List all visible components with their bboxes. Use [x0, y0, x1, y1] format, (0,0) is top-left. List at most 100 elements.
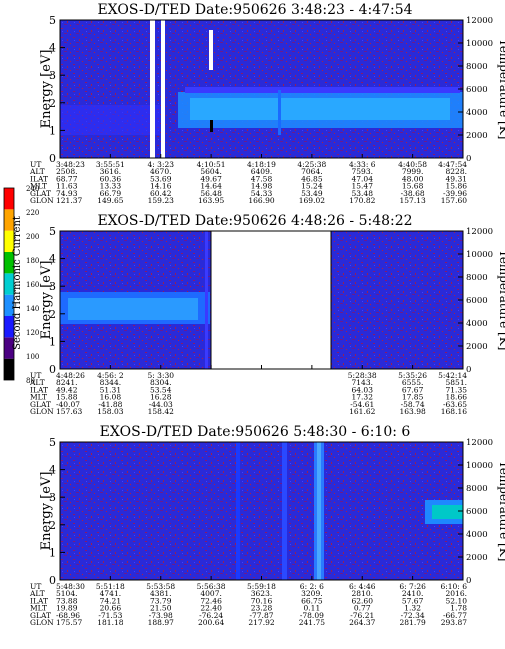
orbit-row-label: ILAT: [30, 174, 48, 183]
orbit-cell: -78.09: [300, 611, 324, 620]
orbit-cell: 14.64: [200, 182, 222, 191]
y2-tick-label: 6000: [466, 507, 488, 517]
orbit-cell: 66.79: [100, 189, 122, 198]
orbit-cell: 5: 3:30: [147, 371, 174, 380]
orbit-cell: 64.03: [352, 385, 374, 394]
orbit-cell: 163.98: [400, 407, 426, 416]
orbit-row-label: MLT: [30, 182, 47, 191]
orbit-cell: 17.85: [402, 393, 424, 402]
y2-tick-label: 10000: [466, 250, 493, 260]
colorbar-swatch: [4, 209, 14, 231]
y2-tick-label: 10000: [466, 39, 493, 49]
orbit-cell: 7143.: [352, 378, 373, 387]
orbit-cell: 7593.: [352, 167, 373, 176]
orbit-cell: 16.28: [150, 393, 172, 402]
orbit-cell: 5:48:30: [56, 582, 85, 591]
y-tick-label: 3: [49, 69, 56, 82]
y2-tick-label: 8000: [466, 273, 488, 283]
y2-tick-label: 0: [466, 365, 471, 375]
orbit-cell: -66.77: [443, 611, 467, 620]
orbit-cell: -63.65: [443, 400, 467, 409]
orbit-cell: 74.93: [56, 189, 78, 198]
y-tick-label: 1: [49, 124, 56, 137]
orbit-cell: 20.66: [100, 604, 122, 613]
orbit-cell: 5:35:26: [398, 371, 427, 380]
orbit-row-label: ILAT: [30, 596, 48, 605]
colorbar-swatch: [4, 230, 14, 252]
y2-tick-label: 4000: [466, 530, 488, 540]
orbit-cell: 4:33: 6: [349, 160, 376, 169]
y2-tick-label: 12000: [466, 438, 493, 448]
orbit-row-label: GLAT: [30, 611, 51, 620]
spectrogram-features: [236, 442, 463, 580]
orbit-cell: -41.88: [98, 400, 122, 409]
orbit-cell: 11.63: [56, 182, 78, 191]
orbit-cell: 74.21: [100, 596, 121, 605]
orbit-cell: -71.53: [98, 611, 122, 620]
y-axis-label: Energy [eV]: [39, 472, 54, 551]
orbit-cell: -44.03: [149, 400, 173, 409]
orbit-row-label: GLON: [30, 196, 54, 205]
y2-tick-label: 4000: [466, 319, 488, 329]
colorbar: 80 100 120 140 160 180 200 220 240 Second Harmon…: [3, 185, 39, 385]
y-tick-label: 1: [49, 335, 56, 348]
orbit-cell: 6:10: 6: [440, 582, 467, 591]
orbit-cell: 14.98: [251, 182, 273, 191]
orbit-cell: 52.10: [446, 596, 468, 605]
colorbar-swatch: [4, 252, 14, 274]
orbit-cell: 4:40:58: [398, 160, 427, 169]
orbit-row-label: ALT: [29, 378, 45, 387]
orbit-row-label: MLT: [30, 393, 47, 402]
orbit-cell: 175.57: [56, 618, 82, 627]
orbit-cell: 4007.: [200, 589, 221, 598]
colorbar-swatch: [4, 358, 14, 380]
y-tick-label: 3: [49, 280, 56, 293]
y-tick-label: 4: [49, 253, 56, 266]
orbit-row-label: UT: [30, 582, 41, 591]
spectrogram-panel-2: EXOS-D/TED Date:950626 4:48:26 - 5:48:22…: [29, 213, 505, 416]
y2-tick-label: 8000: [466, 484, 488, 494]
orbit-cell: 0.77: [354, 604, 371, 613]
orbit-cell: 54.33: [251, 189, 273, 198]
y-tick-label: 5: [49, 14, 56, 27]
orbit-cell: 72.46: [200, 596, 222, 605]
orbit-cell: 60.42: [150, 189, 172, 198]
orbit-cell: 15.88: [56, 393, 78, 402]
orbit-cell: 161.62: [349, 407, 375, 416]
orbit-row-label: ILAT: [30, 385, 48, 394]
y-axis-label: Energy [eV]: [39, 50, 54, 129]
colorbar-swatch: [4, 188, 14, 210]
y-tick-label: 1: [49, 546, 56, 559]
orbit-cell: -68.96: [56, 611, 80, 620]
orbit-cell: 157.13: [400, 196, 426, 205]
colorbar-swatch: [4, 337, 14, 359]
orbit-cell: 73.88: [56, 596, 78, 605]
y-tick-label: 3: [49, 491, 56, 504]
y-tick-label: 2: [49, 519, 56, 532]
colorbar-tick-label: 220: [26, 209, 39, 217]
orbit-cell: 1.78: [450, 604, 467, 613]
orbit-cell: 166.90: [248, 196, 274, 205]
orbit-cell: 4:25:38: [297, 160, 326, 169]
orbit-cell: -77.87: [249, 611, 273, 620]
orbit-cell: 66.75: [301, 596, 323, 605]
orbit-cell: 5851.: [446, 378, 467, 387]
y2-tick-label: 6000: [466, 296, 488, 306]
orbit-cell: 60.36: [100, 174, 122, 183]
y2-tick-label: 2000: [466, 131, 488, 141]
orbit-cell: 73.79: [150, 596, 172, 605]
y-tick-label: 2: [49, 97, 56, 110]
orbit-cell: 6409.: [251, 167, 272, 176]
orbit-row-label: GLAT: [30, 189, 51, 198]
y-tick-label: 4: [49, 42, 56, 55]
orbit-cell: 4:18:19: [247, 160, 276, 169]
orbit-cell: 53.48: [352, 189, 374, 198]
orbit-cell: 16.08: [100, 393, 122, 402]
orbit-cell: 49.67: [200, 174, 222, 183]
orbit-cell: 46.85: [301, 174, 323, 183]
spectrogram-panel-1: EXOS-D/TED Date:950626 3:48:23 - 4:47:54…: [29, 2, 505, 205]
y2-tick-label: 0: [466, 154, 471, 164]
orbit-cell: 49.31: [446, 174, 467, 183]
orbit-cell: 6: 7:26: [399, 582, 426, 591]
orbit-cell: -76.21: [350, 611, 374, 620]
